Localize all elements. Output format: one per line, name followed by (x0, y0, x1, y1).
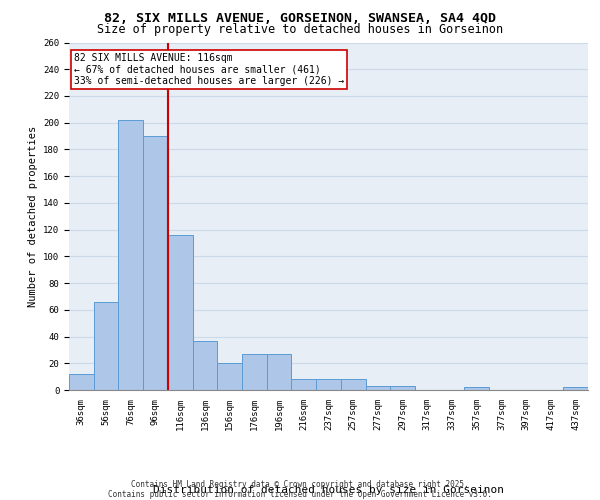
Text: Contains HM Land Registry data © Crown copyright and database right 2025.
Contai: Contains HM Land Registry data © Crown c… (108, 480, 492, 499)
Bar (292, 380, 316, 390)
Bar (316, 380, 341, 390)
Bar (563, 388, 588, 390)
Text: 82 SIX MILLS AVENUE: 116sqm
← 67% of detached houses are smaller (461)
33% of se: 82 SIX MILLS AVENUE: 116sqm ← 67% of det… (74, 53, 344, 86)
Bar (143, 136, 168, 390)
Bar (267, 354, 292, 390)
Bar (69, 374, 94, 390)
Text: Size of property relative to detached houses in Gorseinon: Size of property relative to detached ho… (97, 22, 503, 36)
Y-axis label: Number of detached properties: Number of detached properties (28, 126, 38, 307)
Bar (118, 120, 143, 390)
Bar (94, 302, 118, 390)
Bar (242, 354, 267, 390)
Bar (217, 364, 242, 390)
Bar (390, 386, 415, 390)
Bar (341, 380, 365, 390)
X-axis label: Distribution of detached houses by size in Gorseinon: Distribution of detached houses by size … (153, 486, 504, 496)
Bar (168, 235, 193, 390)
Bar (193, 340, 217, 390)
Bar (464, 388, 489, 390)
Bar (365, 386, 390, 390)
Text: 82, SIX MILLS AVENUE, GORSEINON, SWANSEA, SA4 4QD: 82, SIX MILLS AVENUE, GORSEINON, SWANSEA… (104, 12, 496, 24)
